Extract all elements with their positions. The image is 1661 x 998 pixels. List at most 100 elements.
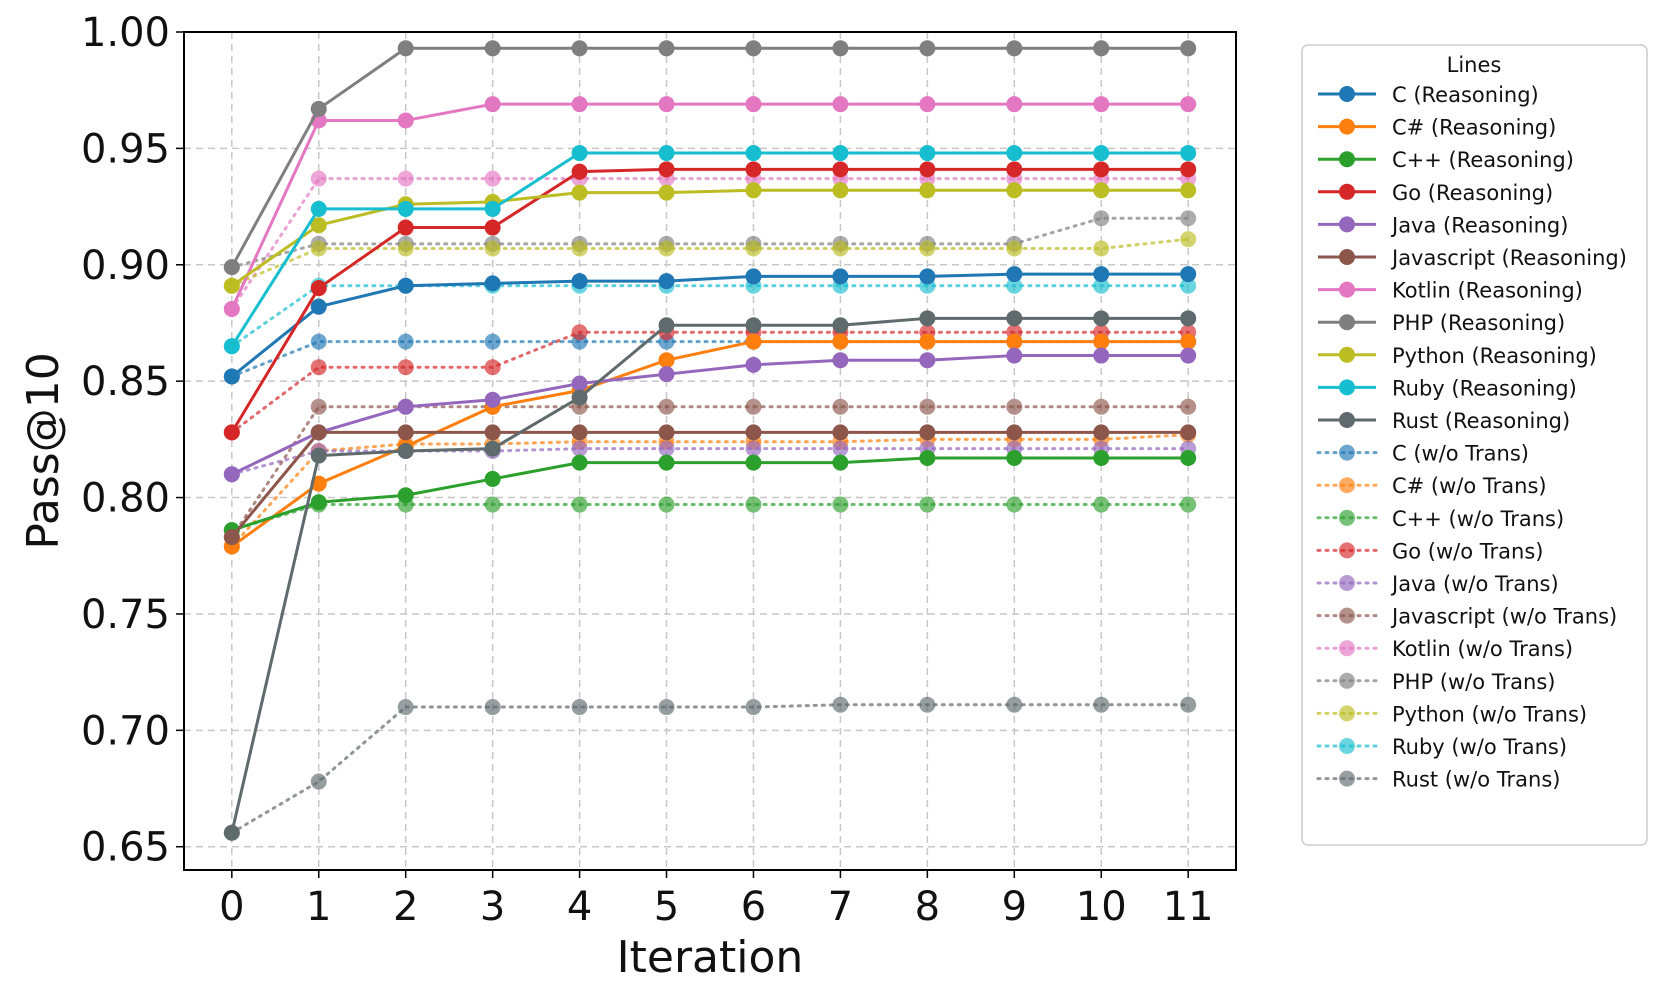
y-tick-label: 0.90 xyxy=(81,243,170,289)
data-point xyxy=(1180,145,1197,162)
series-line xyxy=(230,703,1190,835)
data-point xyxy=(310,240,327,257)
series-line xyxy=(230,316,1189,834)
plot-frame xyxy=(183,31,1237,871)
legend-label: Go (Reasoning) xyxy=(1392,181,1553,205)
data-point xyxy=(397,487,414,504)
data-point xyxy=(397,240,414,257)
data-point xyxy=(832,696,849,713)
data-point xyxy=(658,145,675,162)
series-line xyxy=(230,433,1190,548)
data-point xyxy=(571,324,588,341)
data-point xyxy=(1093,182,1110,199)
legend-item: Kotlin (w/o Trans) xyxy=(1316,637,1573,661)
data-point xyxy=(484,219,501,236)
data-point xyxy=(1180,182,1197,199)
data-point xyxy=(1093,310,1110,327)
data-point xyxy=(658,161,675,178)
data-point xyxy=(484,470,501,487)
legend-item: Rust (w/o Trans) xyxy=(1316,768,1560,792)
y-tick-label: 0.75 xyxy=(81,592,170,638)
series-line xyxy=(230,430,1189,539)
series-ruby-reasoning xyxy=(223,145,1197,355)
data-point xyxy=(310,447,327,464)
data-point xyxy=(832,333,849,350)
data-point xyxy=(832,161,849,178)
data-point xyxy=(397,443,414,459)
legend-item: Ruby (Reasoning) xyxy=(1318,376,1577,400)
data-point xyxy=(745,145,762,162)
data-point xyxy=(1180,266,1197,283)
data-point xyxy=(310,333,327,350)
legend-marker xyxy=(1339,705,1355,722)
x-axis-label: Iteration xyxy=(617,932,804,983)
data-point xyxy=(1180,696,1197,713)
legend-label: Python (Reasoning) xyxy=(1392,344,1597,368)
series-line xyxy=(230,151,1189,348)
legend-marker xyxy=(1339,672,1355,689)
legend-label: PHP (Reasoning) xyxy=(1392,311,1565,335)
data-point xyxy=(832,268,849,285)
data-point xyxy=(1180,347,1197,364)
y-tick-label: 0.85 xyxy=(81,359,170,405)
data-point xyxy=(310,280,327,297)
legend-item: Rust (Reasoning) xyxy=(1318,409,1570,433)
series-line xyxy=(230,216,1190,269)
data-point xyxy=(223,466,240,483)
data-point xyxy=(571,699,588,716)
legend-item: C# (Reasoning) xyxy=(1318,116,1556,140)
data-point xyxy=(1006,424,1023,441)
data-point xyxy=(832,182,849,199)
legend-item: Java (Reasoning) xyxy=(1318,213,1568,237)
data-point xyxy=(1006,347,1023,364)
data-point xyxy=(1180,161,1197,178)
legend-marker xyxy=(1339,379,1355,396)
legend-marker xyxy=(1339,151,1355,168)
data-point xyxy=(745,699,762,716)
data-point xyxy=(919,333,936,350)
data-point xyxy=(658,273,675,290)
legend-label: C++ (Reasoning) xyxy=(1392,148,1574,172)
legend-item: Python (Reasoning) xyxy=(1318,344,1597,368)
data-point xyxy=(919,268,936,285)
data-point xyxy=(745,268,762,285)
series-c-w-o-trans xyxy=(223,496,1197,539)
y-tick-label: 0.80 xyxy=(81,476,170,522)
data-point xyxy=(832,424,849,441)
series-c-reasoning xyxy=(223,266,1197,385)
data-point xyxy=(658,454,675,471)
y-tick-label: 1.00 xyxy=(81,10,170,56)
data-point xyxy=(832,398,849,415)
data-point xyxy=(1006,266,1023,283)
data-point xyxy=(1006,96,1023,113)
data-point xyxy=(223,824,240,841)
legend-label: Java (w/o Trans) xyxy=(1390,572,1559,596)
data-point xyxy=(571,440,588,457)
series-line xyxy=(230,46,1189,268)
data-point xyxy=(1093,424,1110,441)
data-point xyxy=(658,366,675,383)
data-point xyxy=(571,454,588,471)
legend-item: C (Reasoning) xyxy=(1318,83,1539,107)
legend-marker xyxy=(1339,281,1355,298)
data-point xyxy=(1093,266,1110,283)
data-point xyxy=(832,96,849,113)
legend-marker xyxy=(1339,477,1355,494)
data-point xyxy=(745,454,762,471)
data-point xyxy=(1006,696,1023,713)
x-tick-label: 3 xyxy=(480,884,505,930)
legend-marker xyxy=(1339,118,1355,135)
series-line xyxy=(230,284,1190,348)
x-tick-label: 7 xyxy=(828,884,853,930)
x-tick-label: 0 xyxy=(219,884,244,930)
data-point xyxy=(745,424,762,441)
legend-item: Go (w/o Trans) xyxy=(1316,539,1543,563)
data-point xyxy=(397,398,414,415)
data-point xyxy=(919,696,936,713)
data-point xyxy=(919,449,936,466)
data-point xyxy=(484,275,501,292)
data-point xyxy=(1180,496,1197,513)
x-tick-label: 1 xyxy=(306,884,331,930)
data-point xyxy=(919,145,936,162)
